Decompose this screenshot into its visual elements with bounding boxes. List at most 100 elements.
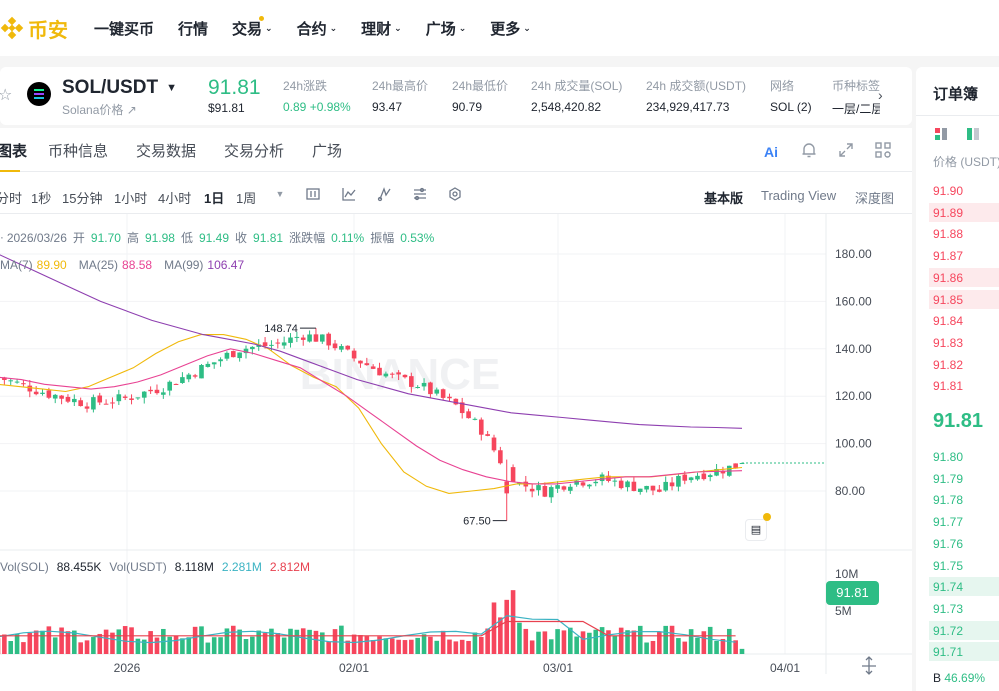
tab-3[interactable]: 交易分析: [224, 143, 285, 160]
view-2[interactable]: 深度图: [855, 191, 895, 206]
candle-body: [135, 397, 141, 399]
interval-0[interactable]: 分时: [0, 191, 23, 206]
candle-body: [631, 481, 637, 491]
volume-bar: [663, 625, 668, 654]
ask-row[interactable]: 91.88: [916, 223, 999, 244]
ask-row[interactable]: 91.89: [916, 202, 999, 223]
interval-5[interactable]: 1日: [204, 191, 225, 206]
bell-icon[interactable]: [800, 141, 818, 164]
ask-row[interactable]: 91.85: [916, 289, 999, 310]
news-widget-icon[interactable]: ▤: [745, 519, 767, 541]
bids-only-view-icon[interactable]: [967, 128, 979, 140]
ohlc-field: 2026/03/26: [6, 231, 67, 245]
interval-3[interactable]: 1小时: [114, 191, 148, 206]
screenshot-icon[interactable]: [447, 186, 463, 202]
candle-body: [21, 383, 26, 385]
stat-label: 24h最高价: [372, 79, 429, 93]
bid-depth-bar: [929, 620, 999, 640]
candle-body: [440, 389, 446, 398]
nav-item-1[interactable]: 行情: [178, 18, 208, 39]
ask-row[interactable]: 91.84: [916, 310, 999, 331]
tab-2[interactable]: 交易数据: [136, 143, 197, 160]
reset-scale-icon[interactable]: [862, 656, 876, 675]
pair-selector[interactable]: SOL/USDT ▼: [62, 77, 177, 99]
view-1[interactable]: Trading View: [761, 188, 837, 203]
nav-item-3[interactable]: 合约 ⌄: [297, 18, 338, 39]
ask-row[interactable]: 91.86: [916, 267, 999, 288]
ohlc-field: 开: [72, 231, 85, 245]
nav-item-2[interactable]: 交易 ⌄: [232, 15, 273, 39]
draw-tools-icon[interactable]: [377, 186, 393, 202]
ai-icon[interactable]: Ai: [764, 144, 778, 160]
candle-body: [739, 463, 745, 465]
watermark: BINANCE: [300, 350, 500, 399]
bid-row[interactable]: 91.75: [916, 555, 999, 576]
ask-row[interactable]: 91.87: [916, 245, 999, 266]
favorite-star-icon[interactable]: ☆: [0, 87, 13, 104]
candle-type-icon[interactable]: [305, 186, 321, 202]
bid-row[interactable]: 91.72: [916, 620, 999, 641]
bid-row[interactable]: 91.73: [916, 598, 999, 619]
bid-price: 91.80: [933, 450, 964, 464]
ask-row[interactable]: 91.90: [916, 180, 999, 201]
candle-body: [52, 394, 58, 399]
candle-body: [46, 390, 52, 398]
interval-4[interactable]: 4小时: [158, 191, 192, 206]
binance-logo[interactable]: 币安: [0, 14, 84, 43]
nav-item-label: 交易: [232, 20, 263, 38]
bid-row[interactable]: 91.78: [916, 489, 999, 510]
expand-icon[interactable]: [838, 142, 854, 163]
candlestick-chart[interactable]: BINANCE 180.00 160.00 140.00 120.00 100.00 80.…: [0, 214, 912, 691]
bid-price: 91.76: [933, 536, 964, 551]
volume-bar: [21, 642, 26, 654]
bid-row[interactable]: 91.77: [916, 511, 999, 532]
tab-4[interactable]: 广场: [312, 143, 343, 160]
nav-item-6[interactable]: 更多 ⌄: [490, 18, 531, 39]
layout-grid-icon[interactable]: [874, 141, 892, 164]
candle-body: [415, 387, 420, 389]
candle-body: [262, 342, 268, 347]
volume-bar: [542, 631, 548, 654]
volume-bar: [307, 629, 312, 654]
tab-0[interactable]: 图表: [0, 143, 28, 160]
indicator-icon[interactable]: [341, 186, 357, 202]
ask-row[interactable]: 91.82: [916, 354, 999, 375]
volume-bar: [40, 630, 45, 654]
pair-subtitle[interactable]: Solana价格 ↗: [62, 103, 137, 117]
volume-bar: [676, 638, 681, 654]
interval-2[interactable]: 15分钟: [62, 191, 103, 206]
both-sides-view-icon[interactable]: [935, 128, 947, 140]
volume-bar: [224, 628, 230, 654]
volume-bar: [46, 626, 52, 654]
nav-item-5[interactable]: 广场 ⌄: [426, 18, 467, 39]
ask-price: 91.90: [933, 184, 964, 198]
ticker-stat-6: 币种标签 一层/二层: [832, 77, 880, 117]
bid-row[interactable]: 91.71: [916, 641, 999, 662]
interval-6[interactable]: 1周: [236, 191, 257, 206]
bid-row[interactable]: 91.80: [916, 446, 999, 467]
candle-body: [199, 364, 204, 379]
nav-item-0[interactable]: 一键买币: [94, 18, 154, 39]
volume-bar: [383, 638, 389, 654]
candle-body: [625, 481, 630, 488]
ask-row[interactable]: 91.81: [916, 375, 999, 396]
volume-bar: [434, 640, 440, 654]
bid-row[interactable]: 91.79: [916, 468, 999, 489]
settings-sliders-icon[interactable]: [412, 186, 428, 202]
volume-bar: [364, 636, 370, 654]
bid-row[interactable]: 91.74: [916, 576, 999, 597]
chevron-right-icon[interactable]: ›: [878, 87, 883, 103]
tab-1[interactable]: 币种信息: [48, 143, 109, 160]
candle-body: [453, 398, 459, 405]
nav-item-4[interactable]: 理财 ⌄: [361, 18, 402, 39]
caret-down-icon[interactable]: ▼: [275, 189, 285, 199]
view-0[interactable]: 基本版: [704, 191, 744, 206]
volume-bar: [211, 637, 217, 654]
bid-row[interactable]: 91.76: [916, 533, 999, 554]
nav-item-label: 一键买币: [94, 20, 155, 38]
ticker-bar: ☆ SOL/USDT ▼ Solana价格 ↗ 91.81 $91.81 24h…: [0, 67, 912, 125]
volume-bar: [288, 628, 293, 654]
candle-body: [313, 334, 319, 342]
interval-1[interactable]: 1秒: [31, 191, 52, 206]
ask-row[interactable]: 91.83: [916, 332, 999, 353]
